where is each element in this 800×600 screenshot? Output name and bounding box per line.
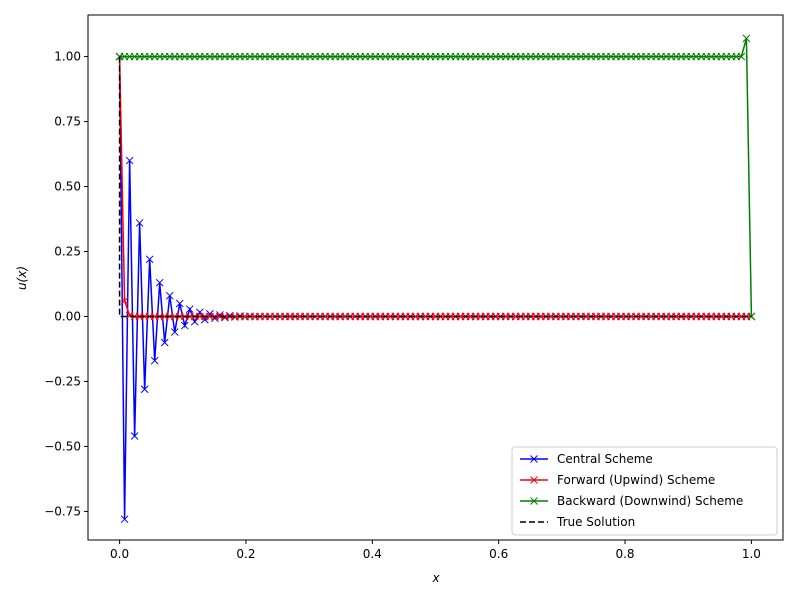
legend-label-3: True Solution [556, 515, 635, 529]
y-tick-label: −0.25 [44, 374, 81, 388]
y-tick-label: 1.00 [54, 50, 81, 64]
legend-label-2: Backward (Downwind) Scheme [557, 494, 743, 508]
legend: Central Scheme Forward (Upwind) Scheme Bac… [511, 446, 778, 536]
x-tick-label: 0.8 [615, 547, 634, 561]
series-0-point [140, 385, 149, 394]
series-0-point [145, 255, 154, 264]
x-tick-label: 0.0 [110, 547, 129, 561]
axes-frame [87, 14, 784, 541]
x-axis-label: x [431, 571, 440, 585]
series-0-point [120, 515, 129, 524]
y-tick-label: 0.00 [54, 309, 81, 323]
plot-area [115, 34, 756, 524]
legend-marker-1 [530, 476, 538, 484]
x-tick-label: 0.6 [489, 547, 508, 561]
series-0-point [170, 328, 179, 336]
legend-box [511, 446, 778, 536]
series-line-3 [118, 56, 752, 318]
series-0-point [125, 156, 134, 165]
series-1-point [125, 311, 134, 320]
x-tick-label: 1.0 [742, 547, 761, 561]
series-0-point [155, 278, 164, 287]
legend-label-0: Central Scheme [557, 452, 653, 466]
series-0-point [160, 338, 169, 347]
series-0-point [130, 432, 139, 440]
series-2-point [737, 52, 746, 61]
legend-label-1: Forward (Upwind) Scheme [557, 473, 715, 487]
series-0-point [180, 321, 189, 330]
series-0-point [216, 311, 224, 319]
y-tick-label: 0.25 [54, 245, 81, 259]
y-tick-label: −0.50 [44, 439, 81, 453]
series-0-point [135, 219, 144, 227]
legend-marker-2 [530, 497, 538, 505]
series-0-point [150, 356, 159, 365]
x-tick-label: 0.2 [236, 547, 255, 561]
y-tick-label: 0.75 [54, 115, 81, 129]
series-0-point [165, 291, 174, 300]
x-tick-label: 0.4 [363, 547, 382, 561]
legend-marker-0 [530, 455, 538, 463]
y-axis-label: u(x) [15, 266, 29, 290]
series-0-point [175, 299, 184, 308]
y-tick-label: −0.75 [44, 504, 81, 518]
y-tick-label: 0.50 [54, 180, 81, 194]
series-2-point [742, 34, 751, 43]
series-1-point [120, 297, 129, 305]
series-0-point [185, 305, 194, 314]
ticks: 0.0 0.2 0.4 0.6 0.8 1.0 −0.75 −0.50 −0.25 0.00 0.2… [44, 50, 761, 561]
